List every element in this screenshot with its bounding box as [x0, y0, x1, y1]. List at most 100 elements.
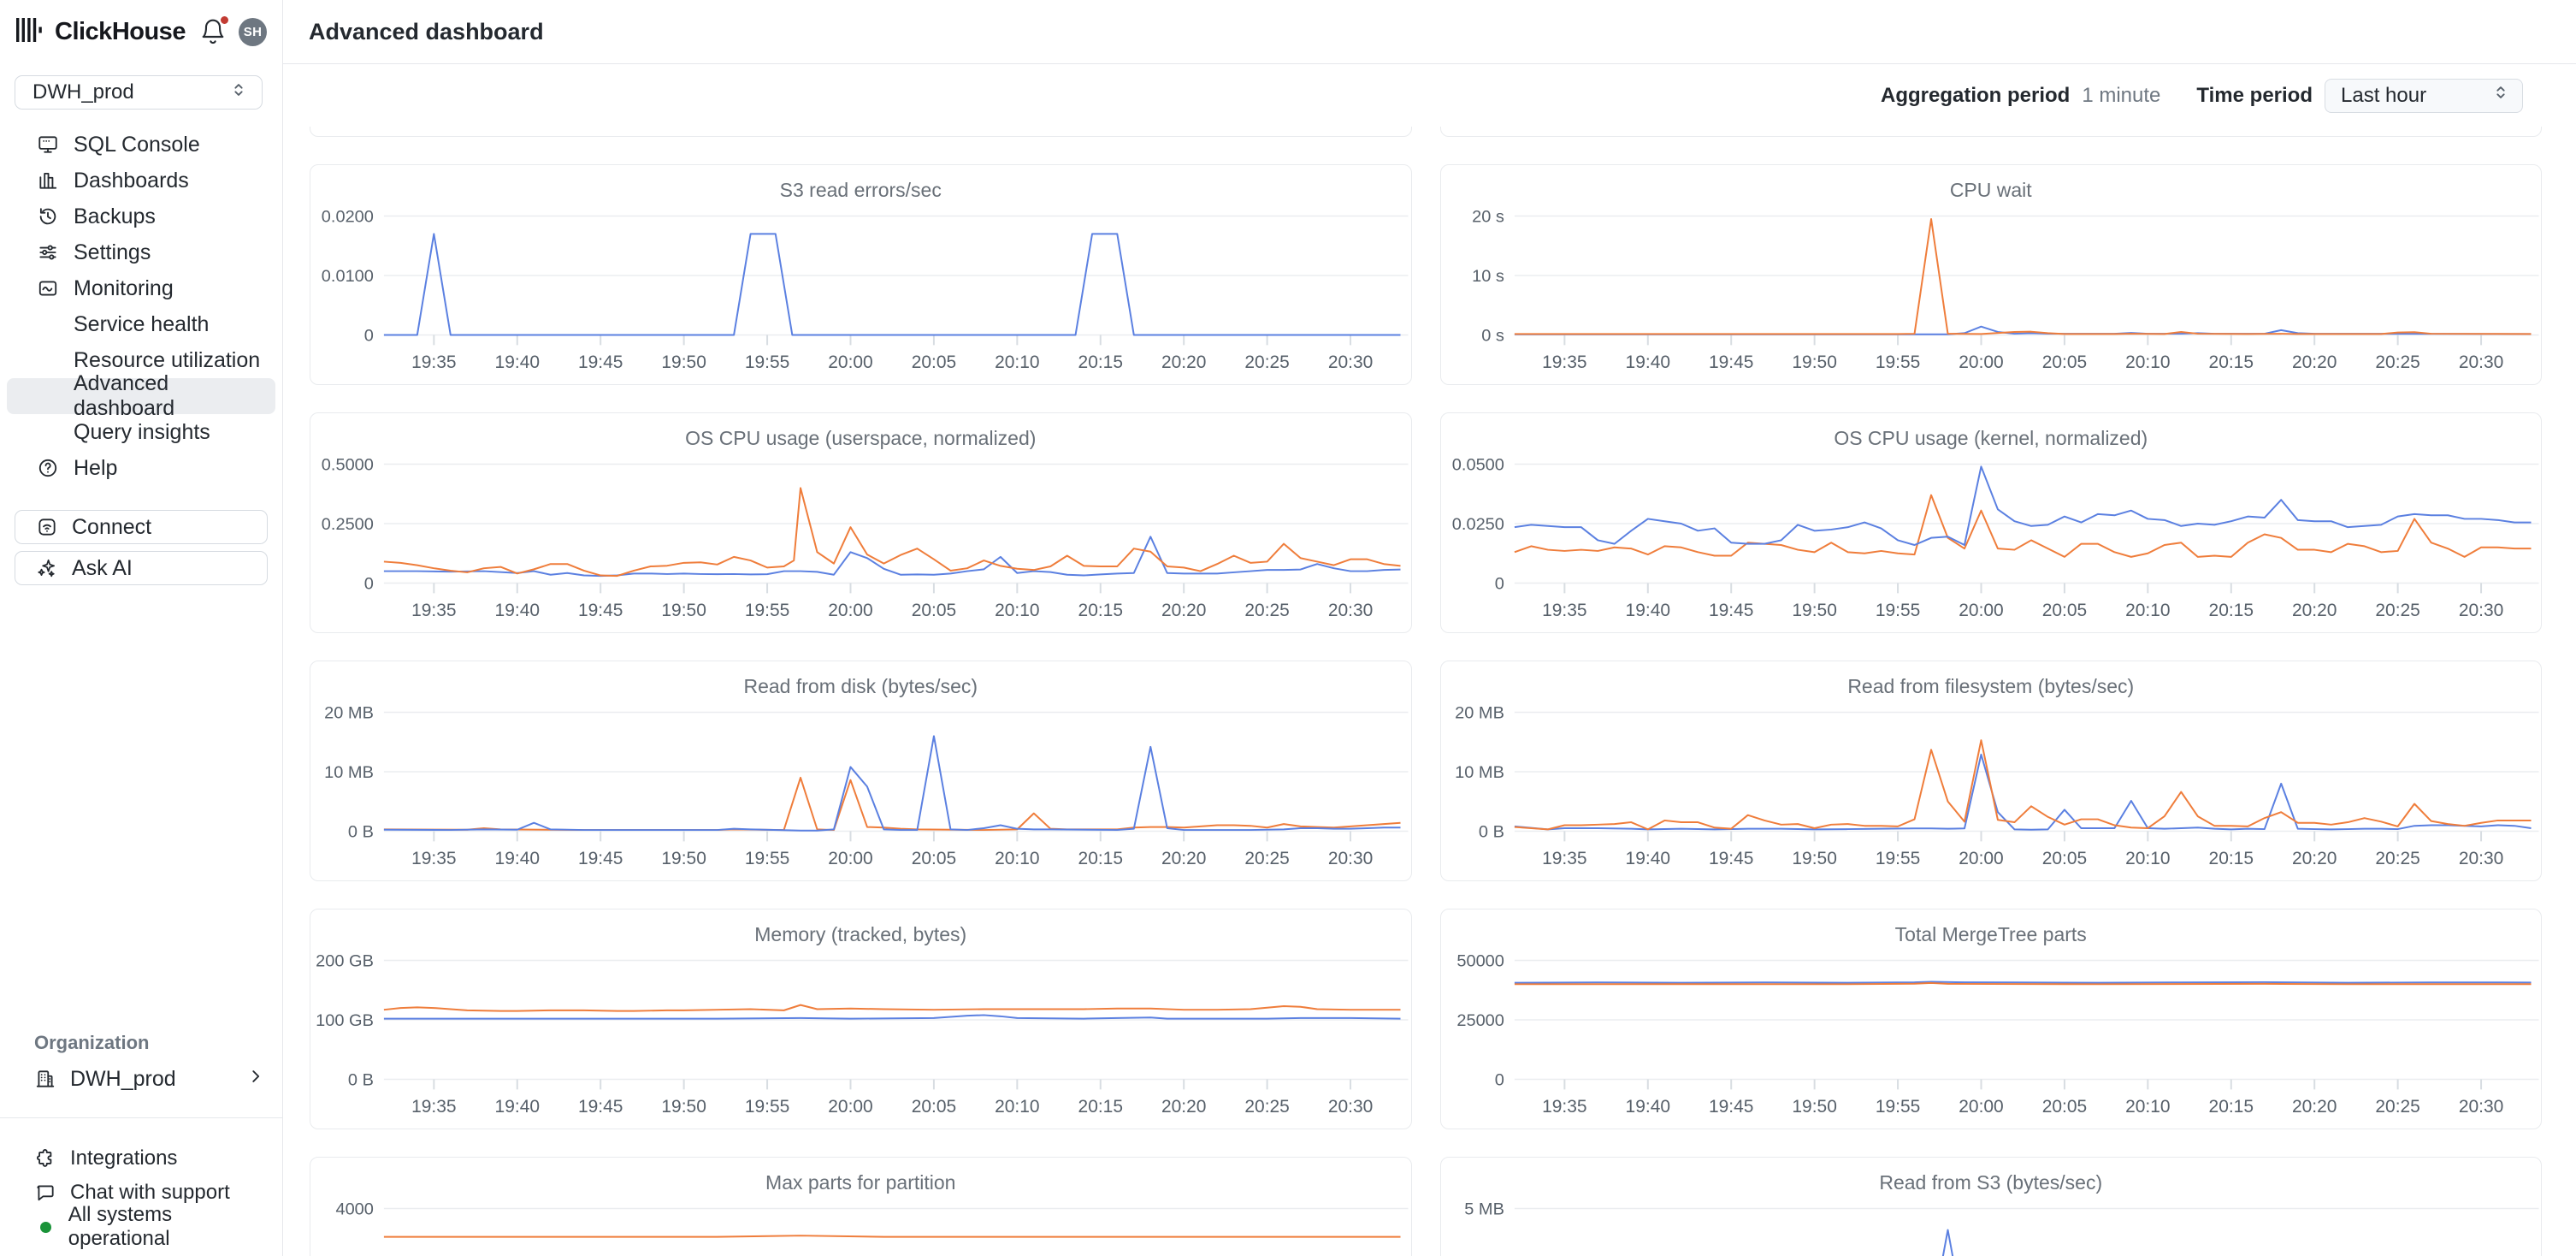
chevron-right-icon	[246, 1067, 265, 1092]
organization-section-label: Organization	[34, 1032, 150, 1053]
sidebar-item-backups[interactable]: Backups	[7, 198, 275, 234]
chart-title: Max parts for partition	[765, 1171, 956, 1194]
x-axis-label: 20:15	[2208, 1097, 2253, 1117]
y-axis-label: 5 MB	[1464, 1200, 1504, 1219]
chart-line-blue	[1514, 325, 2532, 335]
y-axis-label: 0	[1494, 574, 1504, 593]
organization-selector[interactable]: DWH_prod	[7, 1061, 275, 1097]
sidebar-divider	[0, 1117, 282, 1118]
x-axis-label: 20:15	[2208, 353, 2253, 372]
chart-plot-os-cpu-kernel: 0.0500 0.0250 0 19:35 19:40 19:45 19:50 19:55 20…	[1451, 456, 2539, 620]
chart-card-total-mergetree-parts: 50000 25000 0 19:35 19:40 19:45 19:50 19:55 20:0…	[1439, 909, 2542, 1129]
x-axis-label: 19:40	[495, 1097, 540, 1117]
system-status-label: All systems operational	[68, 1203, 173, 1250]
sidebar-item-monitoring[interactable]: Monitoring	[7, 270, 275, 306]
y-axis-label: 0.0200	[322, 208, 374, 227]
y-axis-label: 0.5000	[322, 456, 374, 475]
x-axis-label: 20:00	[1959, 849, 2003, 868]
x-axis-label: 19:40	[495, 353, 540, 372]
chart-line-blue	[1514, 753, 2532, 831]
chart-title: Memory (tracked, bytes)	[754, 923, 967, 945]
x-axis-label: 20:30	[2458, 1097, 2502, 1117]
system-status-link[interactable]: All systems operational	[7, 1203, 275, 1250]
x-axis-label: 19:35	[411, 601, 456, 620]
footer-item-label: Chat with support	[70, 1181, 230, 1204]
service-selector[interactable]: DWH_prod	[15, 75, 263, 110]
chevron-updown-icon	[2491, 83, 2510, 108]
x-axis-label: 19:55	[745, 601, 789, 620]
x-axis-label: 19:35	[1542, 353, 1586, 372]
chart-title: S3 read errors/sec	[779, 179, 942, 201]
sidebar-topbar: ClickHouse SH	[0, 0, 282, 64]
x-axis-label: 20:05	[912, 353, 956, 372]
x-axis-label: 20:10	[2125, 601, 2170, 620]
x-axis-label: 19:45	[1708, 1097, 1752, 1117]
aggregation-period-label: Aggregation period	[1881, 83, 2071, 107]
y-axis-label: 0	[364, 574, 374, 593]
sidebar-item-advanced-dashboard[interactable]: Advanced dashboard	[7, 371, 275, 420]
sidebar-footer: Integrations Chat with support All syste…	[7, 1141, 275, 1250]
x-axis-label: 19:55	[1875, 849, 1919, 868]
chart-line-blue	[1514, 981, 2532, 984]
x-axis-label: 20:30	[1328, 601, 1373, 620]
chart-card-memory-tracked: 200 GB 100 GB 0 B 19:35 19:40 19:45 19:50 19:55…	[310, 909, 1412, 1129]
sidebar-item-service-health[interactable]: Service health	[7, 306, 275, 342]
connect-button[interactable]: Connect	[15, 510, 268, 544]
chart-card-read-from-filesystem: 20 MB 10 MB 0 B 19:35 19:40 19:45 19:50 19:55 20…	[1439, 661, 2542, 881]
x-axis-label: 20:05	[912, 601, 956, 620]
x-axis-label: 19:55	[1875, 601, 1919, 620]
x-axis-label: 20:30	[2458, 353, 2502, 372]
sidebar: ClickHouse SH DWH_prod SQL Console	[0, 0, 283, 1256]
time-period-select[interactable]: Last hour	[2325, 78, 2523, 113]
sidebar-item-query-insights[interactable]: Query insights	[7, 414, 275, 450]
sidebar-item-resource-utilization[interactable]: Resource utilization	[7, 342, 275, 378]
sidebar-actions: Connect Ask AI	[15, 510, 268, 592]
x-axis-label: 20:25	[2375, 601, 2419, 620]
x-axis-label: 20:15	[1078, 353, 1123, 372]
x-axis-label: 20:05	[2041, 849, 2086, 868]
x-axis-label: 19:50	[1792, 1097, 1836, 1117]
chart-line-orange	[383, 487, 1401, 578]
x-axis-label: 19:55	[1875, 1097, 1919, 1117]
ask-ai-button[interactable]: Ask AI	[15, 551, 268, 585]
y-axis-label: 0.0100	[322, 267, 374, 286]
y-axis-label: 0.0250	[1451, 515, 1504, 534]
x-axis-label: 20:15	[1078, 849, 1123, 868]
x-axis-label: 19:50	[661, 1097, 706, 1117]
y-axis-label: 0 B	[348, 822, 374, 841]
time-period-label: Time period	[2196, 83, 2313, 107]
integrations-link[interactable]: Integrations	[7, 1141, 275, 1176]
x-axis-label: 20:25	[2375, 1097, 2419, 1117]
app-title: ClickHouse	[55, 18, 186, 45]
y-axis-label: 20 MB	[324, 704, 374, 723]
sidebar-item-dashboards[interactable]: Dashboards	[7, 163, 275, 198]
x-axis-label: 19:55	[745, 353, 789, 372]
sidebar-item-label: Service health	[74, 311, 210, 336]
x-axis-label: 19:40	[1625, 849, 1669, 868]
status-green-dot-icon	[40, 1221, 51, 1233]
x-axis-label: 20:00	[828, 1097, 872, 1117]
backups-icon	[37, 205, 59, 228]
y-axis-label: 10 s	[1472, 267, 1504, 286]
chat-with-support-link[interactable]: Chat with support	[7, 1176, 275, 1210]
sidebar-item-help[interactable]: Help	[7, 450, 275, 486]
x-axis-label: 20:10	[2125, 1097, 2170, 1117]
chart-card-read-from-disk: 20 MB 10 MB 0 B 19:35 19:40 19:45 19:50 19:55 20…	[310, 661, 1412, 881]
notifications-button[interactable]	[199, 14, 230, 47]
x-axis-label: 19:40	[495, 849, 540, 868]
chart-line-orange	[1514, 494, 2532, 558]
sidebar-item-settings[interactable]: Settings	[7, 234, 275, 270]
help-icon	[37, 457, 59, 479]
page-header: Advanced dashboard	[283, 0, 2576, 64]
x-axis-label: 20:20	[2291, 849, 2336, 868]
sidebar-item-label: SQL Console	[74, 132, 200, 157]
organization-building-icon	[34, 1068, 56, 1090]
chart-plot-memory-tracked: 200 GB 100 GB 0 B 19:35 19:40 19:45 19:50 19:55…	[316, 952, 1409, 1117]
chart-plot-read-from-s3: 5 MB2.5 MB0 B19:3519:4019:4519:5019:5520…	[1464, 1200, 2539, 1256]
chart-title: Read from filesystem (bytes/sec)	[1847, 675, 2135, 697]
x-axis-label: 20:10	[2125, 849, 2170, 868]
chart-title: Total MergeTree parts	[1894, 923, 2087, 945]
sidebar-item-sql-console[interactable]: SQL Console	[7, 127, 275, 163]
avatar[interactable]: SH	[239, 18, 267, 46]
brand: ClickHouse	[16, 17, 199, 47]
